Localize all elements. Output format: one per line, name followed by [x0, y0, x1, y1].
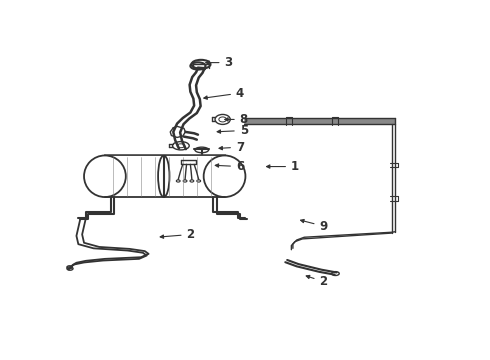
- Text: 8: 8: [225, 113, 248, 126]
- Text: 4: 4: [204, 87, 244, 100]
- Text: 2: 2: [306, 275, 328, 288]
- Text: 7: 7: [219, 141, 244, 154]
- Text: 5: 5: [217, 124, 248, 137]
- Text: 1: 1: [267, 160, 299, 173]
- Text: 9: 9: [300, 220, 328, 233]
- Text: 6: 6: [215, 160, 244, 173]
- Text: 3: 3: [206, 56, 233, 69]
- Text: 2: 2: [160, 228, 195, 241]
